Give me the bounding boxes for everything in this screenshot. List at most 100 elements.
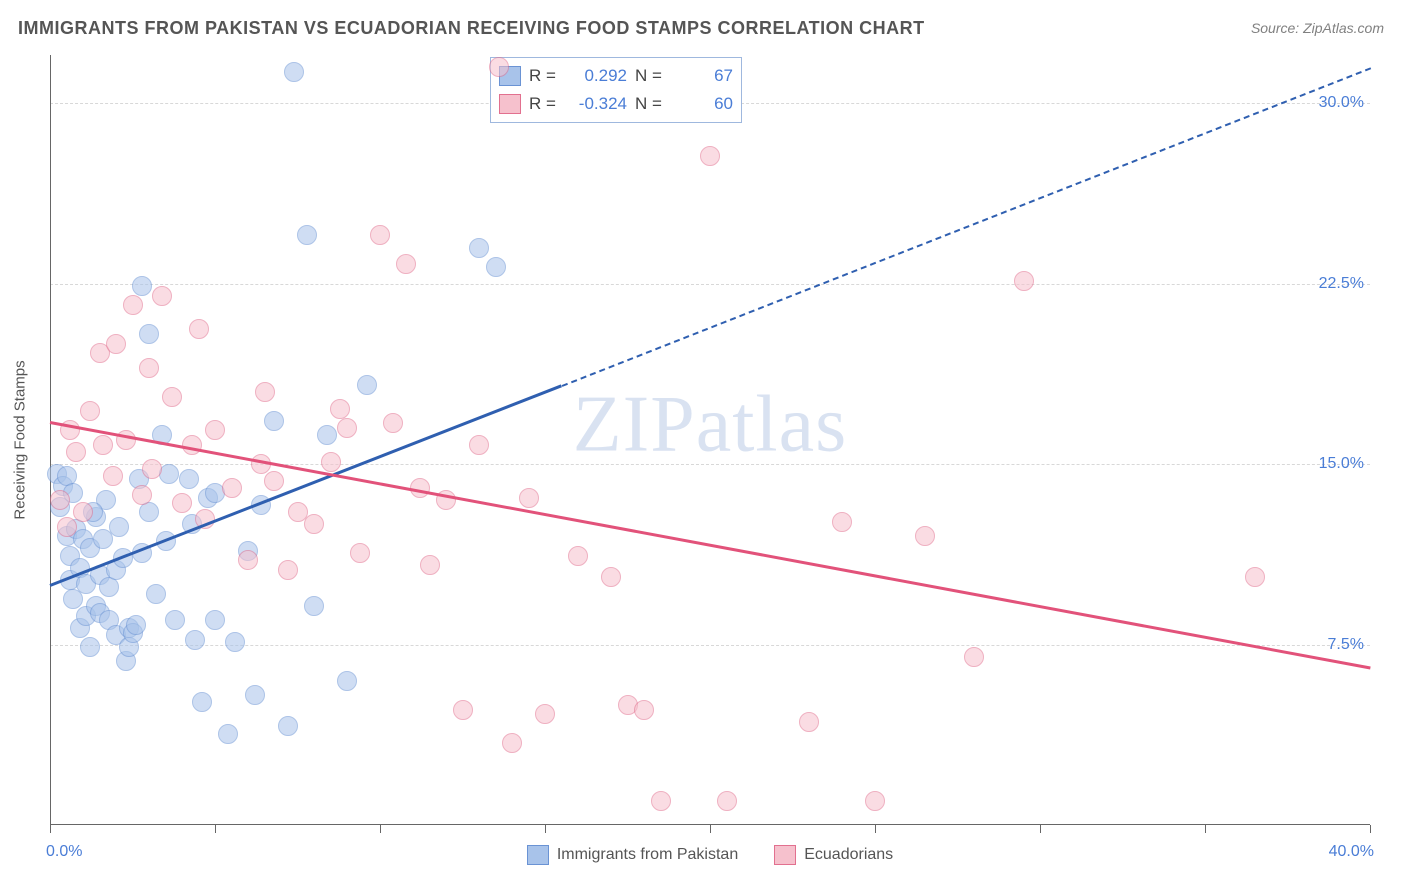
data-point-ecuadorian [1014, 271, 1034, 291]
y-tick-label: 7.5% [1328, 636, 1364, 654]
data-point-pakistan [192, 692, 212, 712]
data-point-pakistan [179, 469, 199, 489]
x-tick [545, 825, 546, 833]
data-point-ecuadorian [865, 791, 885, 811]
data-point-ecuadorian [321, 452, 341, 472]
data-point-pakistan [126, 615, 146, 635]
data-point-ecuadorian [152, 286, 172, 306]
y-tick-label: 30.0% [1319, 94, 1364, 112]
data-point-pakistan [284, 62, 304, 82]
source-attribution: Source: ZipAtlas.com [1251, 20, 1384, 36]
data-point-ecuadorian [80, 401, 100, 421]
data-point-pakistan [317, 425, 337, 445]
data-point-ecuadorian [123, 295, 143, 315]
data-point-ecuadorian [57, 517, 77, 537]
y-axis-title: Receiving Food Stamps [12, 360, 29, 519]
data-point-ecuadorian [350, 543, 370, 563]
data-point-pakistan [109, 517, 129, 537]
data-point-ecuadorian [651, 791, 671, 811]
data-point-ecuadorian [132, 485, 152, 505]
data-point-pakistan [139, 324, 159, 344]
data-point-ecuadorian [103, 466, 123, 486]
x-tick [215, 825, 216, 833]
r-label: R = [529, 66, 557, 86]
data-point-pakistan [205, 610, 225, 630]
data-point-ecuadorian [420, 555, 440, 575]
data-point-ecuadorian [162, 387, 182, 407]
data-point-ecuadorian [568, 546, 588, 566]
n-label: N = [635, 94, 663, 114]
grid-line [50, 284, 1370, 285]
n-value: 60 [671, 94, 733, 114]
data-point-pakistan [132, 276, 152, 296]
data-point-pakistan [278, 716, 298, 736]
data-point-ecuadorian [278, 560, 298, 580]
x-tick [710, 825, 711, 833]
data-point-ecuadorian [304, 514, 324, 534]
x-tick [1370, 825, 1371, 833]
data-point-ecuadorian [222, 478, 242, 498]
data-point-ecuadorian [370, 225, 390, 245]
stats-swatch [499, 94, 521, 114]
data-point-pakistan [264, 411, 284, 431]
data-point-ecuadorian [142, 459, 162, 479]
legend-label: Immigrants from Pakistan [557, 846, 738, 864]
legend-swatch [527, 845, 549, 865]
data-point-ecuadorian [915, 526, 935, 546]
data-point-pakistan [80, 637, 100, 657]
x-tick [1205, 825, 1206, 833]
y-axis-line [50, 55, 51, 825]
data-point-ecuadorian [330, 399, 350, 419]
data-point-ecuadorian [489, 57, 509, 77]
data-point-pakistan [357, 375, 377, 395]
correlation-stats-box: R =0.292N =67R =-0.324N =60 [490, 57, 742, 123]
data-point-ecuadorian [502, 733, 522, 753]
data-point-ecuadorian [255, 382, 275, 402]
data-point-ecuadorian [66, 442, 86, 462]
source-name: ZipAtlas.com [1303, 20, 1384, 36]
data-point-pakistan [146, 584, 166, 604]
data-point-ecuadorian [396, 254, 416, 274]
data-point-ecuadorian [601, 567, 621, 587]
data-point-ecuadorian [964, 647, 984, 667]
x-tick [50, 825, 51, 833]
x-tick [1040, 825, 1041, 833]
x-tick [380, 825, 381, 833]
data-point-ecuadorian [700, 146, 720, 166]
data-point-pakistan [245, 685, 265, 705]
data-point-ecuadorian [1245, 567, 1265, 587]
data-point-ecuadorian [717, 791, 737, 811]
data-point-ecuadorian [205, 420, 225, 440]
data-point-ecuadorian [383, 413, 403, 433]
data-point-ecuadorian [453, 700, 473, 720]
data-point-ecuadorian [799, 712, 819, 732]
data-point-ecuadorian [264, 471, 284, 491]
data-point-pakistan [225, 632, 245, 652]
stats-row-pakistan: R =0.292N =67 [499, 62, 733, 90]
data-point-pakistan [469, 238, 489, 258]
data-point-ecuadorian [535, 704, 555, 724]
data-point-ecuadorian [172, 493, 192, 513]
scatter-plot: 7.5%15.0%22.5%30.0% ZIPatlas Receiving F… [50, 55, 1370, 825]
data-point-ecuadorian [519, 488, 539, 508]
legend: Immigrants from Pakistan Ecuadorians [50, 845, 1370, 865]
data-point-ecuadorian [189, 319, 209, 339]
data-point-ecuadorian [50, 490, 70, 510]
source-prefix: Source: [1251, 20, 1303, 36]
data-point-pakistan [185, 630, 205, 650]
data-point-pakistan [165, 610, 185, 630]
legend-item-pakistan: Immigrants from Pakistan [527, 845, 738, 865]
legend-swatch [774, 845, 796, 865]
data-point-pakistan [304, 596, 324, 616]
r-value: 0.292 [565, 66, 627, 86]
y-tick-label: 15.0% [1319, 455, 1364, 473]
data-point-ecuadorian [139, 358, 159, 378]
data-point-ecuadorian [469, 435, 489, 455]
grid-line [50, 464, 1370, 465]
n-value: 67 [671, 66, 733, 86]
plot-background: 7.5%15.0%22.5%30.0% [50, 55, 1370, 825]
chart-title: IMMIGRANTS FROM PAKISTAN VS ECUADORIAN R… [18, 18, 925, 39]
legend-label: Ecuadorians [804, 846, 893, 864]
r-value: -0.324 [565, 94, 627, 114]
x-tick [875, 825, 876, 833]
